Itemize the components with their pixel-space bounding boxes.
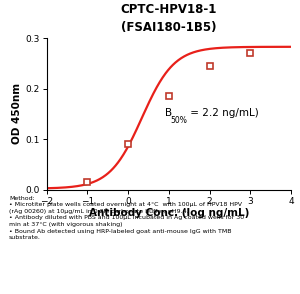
X-axis label: Antibody Conc. (log ng/mL): Antibody Conc. (log ng/mL) [88, 208, 249, 218]
Title: CPTC-HPV18-1
(FSAI180-1B5): CPTC-HPV18-1 (FSAI180-1B5) [121, 3, 217, 34]
Y-axis label: OD 450nm: OD 450nm [12, 83, 22, 144]
Text: 50%: 50% [171, 116, 188, 125]
Text: = 2.2 ng/mL): = 2.2 ng/mL) [187, 108, 259, 118]
Text: Method:
• Microtiter plate wells coated overnight at 4°C  with 100μL of HPV18 HP: Method: • Microtiter plate wells coated … [9, 196, 244, 240]
Text: B: B [165, 108, 172, 118]
